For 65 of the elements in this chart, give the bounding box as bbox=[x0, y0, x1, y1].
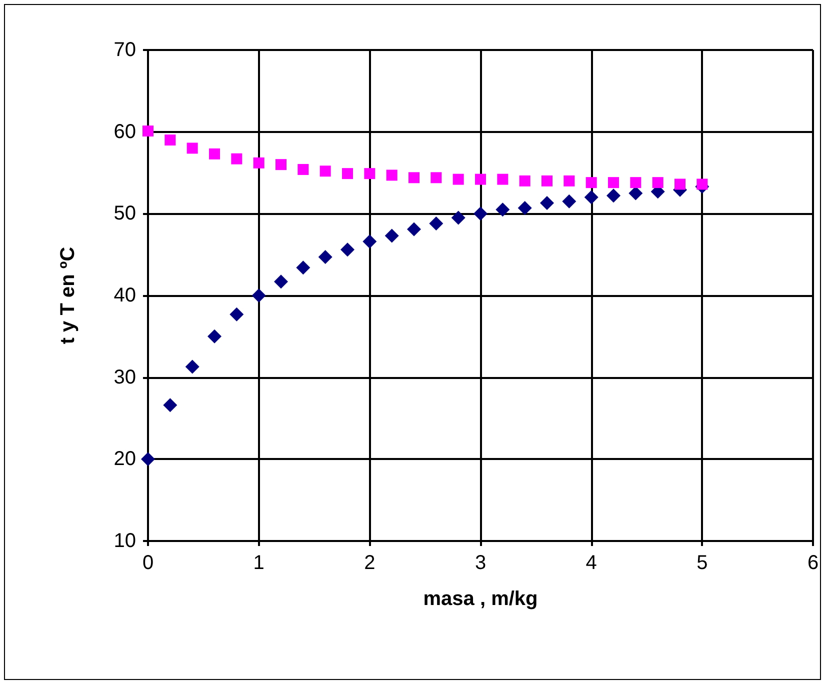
x-tick-label: 6 bbox=[807, 552, 819, 574]
point bbox=[384, 228, 399, 243]
point bbox=[451, 210, 466, 225]
point bbox=[163, 398, 178, 412]
point bbox=[362, 234, 377, 248]
x-tick-label: 0 bbox=[142, 552, 154, 574]
y-tick-label: 50 bbox=[114, 202, 136, 225]
point bbox=[518, 200, 532, 215]
point bbox=[540, 196, 554, 210]
point bbox=[562, 194, 576, 208]
y-tick-label: 10 bbox=[114, 530, 136, 552]
point bbox=[185, 360, 200, 374]
point bbox=[429, 216, 444, 230]
point bbox=[542, 175, 552, 186]
point bbox=[186, 142, 198, 154]
point bbox=[606, 188, 620, 203]
point bbox=[141, 452, 155, 466]
point bbox=[674, 178, 686, 190]
point bbox=[497, 174, 508, 185]
point bbox=[230, 307, 244, 322]
point bbox=[696, 178, 708, 190]
x-tick-label: 2 bbox=[364, 552, 376, 574]
point bbox=[430, 172, 442, 184]
point bbox=[496, 202, 510, 217]
y-tick-label: 60 bbox=[114, 120, 136, 143]
point bbox=[628, 186, 643, 200]
point bbox=[564, 175, 575, 186]
point bbox=[407, 222, 421, 236]
y-tick-label: 20 bbox=[114, 448, 136, 470]
point bbox=[274, 274, 288, 289]
x-tick-label: 5 bbox=[696, 552, 708, 574]
x-tick-label: 1 bbox=[253, 552, 264, 574]
point bbox=[586, 177, 597, 188]
point bbox=[342, 168, 353, 180]
point bbox=[142, 126, 154, 137]
x-tick-label: 3 bbox=[474, 552, 486, 574]
y-tick-label: 40 bbox=[114, 284, 136, 306]
x-axis-title: masa , m/kg bbox=[423, 588, 538, 610]
y-tick-label: 30 bbox=[114, 366, 136, 388]
point bbox=[318, 250, 332, 264]
point bbox=[340, 242, 354, 257]
y-tick-label: 70 bbox=[114, 39, 136, 61]
point bbox=[408, 172, 420, 184]
point bbox=[474, 206, 488, 221]
point bbox=[652, 177, 664, 188]
point bbox=[386, 170, 398, 181]
x-tick-label: 4 bbox=[586, 552, 597, 574]
point bbox=[276, 159, 286, 170]
point bbox=[298, 164, 309, 175]
point bbox=[164, 134, 176, 146]
y-axis-title: t y T en ºC bbox=[57, 246, 79, 344]
point bbox=[519, 175, 530, 186]
point bbox=[475, 174, 486, 185]
point bbox=[231, 153, 242, 164]
point bbox=[208, 329, 222, 344]
point bbox=[584, 190, 598, 204]
point bbox=[630, 177, 642, 188]
point bbox=[452, 174, 464, 185]
point bbox=[252, 288, 266, 302]
point bbox=[320, 166, 331, 177]
point bbox=[608, 177, 619, 188]
point bbox=[209, 148, 220, 160]
point bbox=[253, 157, 264, 168]
point bbox=[296, 260, 310, 275]
point bbox=[364, 168, 376, 180]
